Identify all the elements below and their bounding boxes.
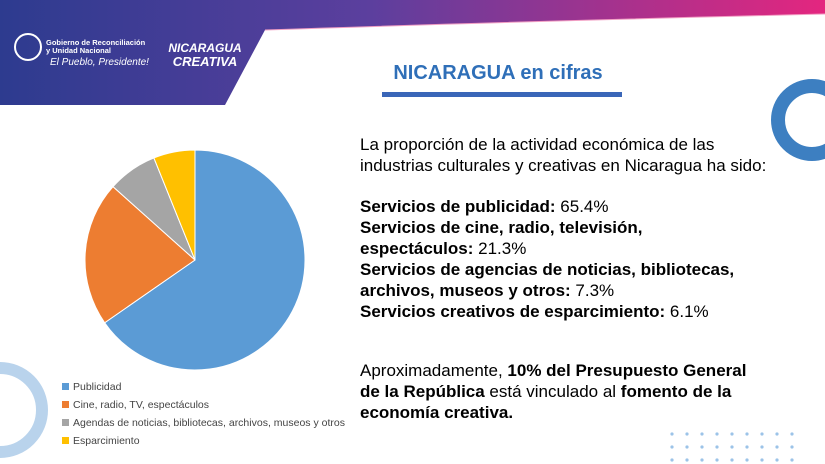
note-line: de la República está vinculado al foment… (360, 382, 732, 401)
dot (745, 445, 749, 449)
run: está vinculado al (485, 382, 621, 401)
legend-swatch (62, 419, 69, 426)
dot (775, 445, 779, 449)
dot (790, 432, 794, 436)
bold-run: Servicios creativos de esparcimiento: (360, 302, 670, 321)
dot (745, 432, 749, 436)
motto: El Pueblo, Presidente! (50, 57, 149, 68)
note-line: Aproximadamente, 10% del Presupuesto Gen… (360, 361, 746, 380)
run: 7.3% (575, 281, 614, 300)
legend-label: Esparcimiento (73, 435, 140, 447)
title-underline (382, 92, 622, 97)
legend-label: Agendas de noticias, bibliotecas, archiv… (73, 417, 345, 429)
dot (745, 458, 749, 462)
dot (715, 432, 719, 436)
items-line: archivos, museos y otros: 7.3% (360, 281, 614, 300)
org: Gobierno de Reconciliación (46, 38, 146, 47)
pie-slice (153, 149, 196, 261)
brand: CREATIVA (173, 54, 238, 69)
title: NICARAGUA en cifras (393, 62, 602, 84)
logo: Gobierno de Reconciliación y Unidad Naci… (14, 33, 242, 69)
header-line (264, 13, 825, 31)
legend-label: Publicidad (73, 381, 122, 393)
org: y Unidad Nacional (46, 46, 111, 55)
bold-run: fomento de la (621, 382, 732, 401)
dot (760, 458, 764, 462)
dot (715, 458, 719, 462)
run: 65.4% (560, 197, 608, 216)
note-line: economía creativa. (360, 403, 513, 422)
items-line: espectáculos: 21.3% (360, 239, 526, 258)
header-band (0, 0, 825, 105)
bold-run: Servicios de cine, radio, televisión, (360, 218, 643, 237)
legend-swatch (62, 437, 69, 444)
dot (685, 445, 689, 449)
dot (685, 432, 689, 436)
items-line: Servicios de cine, radio, televisión, (360, 218, 643, 237)
items-line: Servicios de agencias de noticias, bibli… (360, 260, 734, 279)
ring-decor (771, 79, 825, 161)
dot (670, 458, 674, 462)
run: Aproximadamente, (360, 361, 507, 380)
brand: NICARAGUA (168, 41, 241, 55)
pie (84, 149, 306, 371)
dot (775, 432, 779, 436)
legend-swatch (62, 383, 69, 390)
ring-decor (0, 362, 48, 458)
dot (775, 458, 779, 462)
legend: Publicidad Cine, radio, TV, espectáculos A… (62, 381, 345, 447)
dots-decor (670, 432, 794, 462)
dot (730, 432, 734, 436)
bold-run: de la República (360, 382, 485, 401)
bold-run: archivos, museos y otros: (360, 281, 575, 300)
dot (790, 445, 794, 449)
dot (670, 445, 674, 449)
dot (730, 445, 734, 449)
dot (760, 432, 764, 436)
text-block: La proporción de la actividad económica … (360, 135, 766, 422)
items-line: Servicios creativos de esparcimiento: 6.… (360, 302, 709, 321)
bold-run: Servicios de agencias de noticias, bibli… (360, 260, 734, 279)
run: 21.3% (478, 239, 526, 258)
run: 6.1% (670, 302, 709, 321)
dot (700, 445, 704, 449)
dot (790, 458, 794, 462)
pie-slice (103, 149, 306, 371)
bold-run: 10% del Presupuesto General (507, 361, 746, 380)
pie-slice (84, 185, 196, 324)
legend-label: Cine, radio, TV, espectáculos (73, 399, 209, 411)
intro-line: La proporción de la actividad económica … (360, 135, 714, 154)
dot (730, 458, 734, 462)
dot (760, 445, 764, 449)
dot (685, 458, 689, 462)
dot (700, 432, 704, 436)
bold-run: economía creativa. (360, 403, 513, 422)
items-line: Servicios de publicidad: 65.4% (360, 197, 608, 216)
dot (700, 458, 704, 462)
dot (670, 432, 674, 436)
bold-run: espectáculos: (360, 239, 478, 258)
intro-line: industrias culturales y creativas en Nic… (360, 156, 766, 175)
bold-run: Servicios de publicidad: (360, 197, 560, 216)
legend-swatch (62, 401, 69, 408)
dot (715, 445, 719, 449)
